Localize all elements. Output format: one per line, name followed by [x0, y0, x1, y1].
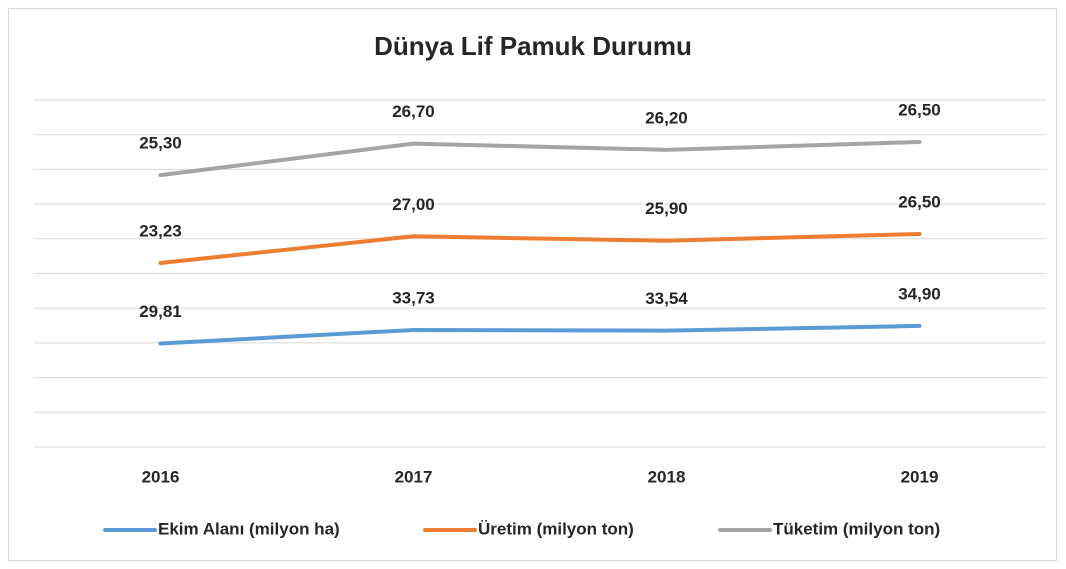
data-label: 26,70: [392, 102, 435, 121]
x-tick-label: 2017: [395, 467, 433, 486]
series-line: [158, 231, 922, 265]
data-label: 26,50: [898, 100, 941, 119]
data-label: 33,73: [392, 288, 435, 307]
x-tick-label: 2016: [142, 467, 180, 486]
x-tick-label: 2018: [648, 467, 686, 486]
legend-label: Üretim (milyon ton): [478, 519, 634, 538]
legend-label: Ekim Alanı (milyon ha): [158, 519, 340, 538]
data-label: 26,20: [645, 108, 688, 127]
series-line: [158, 323, 922, 346]
data-label: 25,90: [645, 199, 688, 218]
series-line: [158, 139, 922, 178]
data-label: 23,23: [139, 221, 182, 240]
data-label: 25,30: [139, 134, 182, 153]
data-label: 29,81: [139, 302, 182, 321]
legend-label: Tüketim (milyon ton): [773, 519, 940, 538]
x-tick-label: 2019: [901, 467, 939, 486]
data-label: 34,90: [898, 284, 941, 303]
data-label: 26,50: [898, 192, 941, 211]
data-label: 33,54: [645, 289, 688, 308]
chart-title: Dünya Lif Pamuk Durumu: [374, 31, 692, 61]
data-label: 27,00: [392, 195, 435, 214]
